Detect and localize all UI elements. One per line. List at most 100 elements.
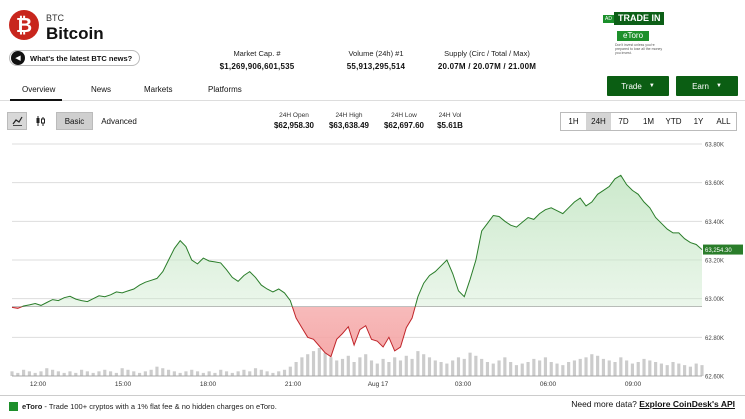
area-fill-up <box>21 175 702 307</box>
stat-value: 55,913,295,514 <box>346 62 406 71</box>
line-chart-button[interactable] <box>7 112 27 130</box>
volume-24h-stat: 24H Vol $5.61B <box>430 112 470 130</box>
earn-button[interactable]: Earn ▼ <box>676 76 738 96</box>
coin-ticker: BTC <box>46 13 64 23</box>
volume-bar <box>590 354 594 376</box>
volume-bar <box>271 372 275 376</box>
etoro-promo[interactable]: eToro - Trade 100+ cryptos with a 1% fla… <box>22 402 277 411</box>
volume-bar <box>79 369 84 376</box>
volume-bar <box>474 355 478 376</box>
volume-bar <box>369 360 374 376</box>
volume-bar <box>497 360 501 376</box>
volume-bar <box>654 362 658 376</box>
latest-news-label: What's the latest BTC news? <box>30 53 133 63</box>
volume-bar <box>520 363 524 376</box>
range-stat-label: 24H High <box>335 112 363 119</box>
volume-bar <box>230 372 234 376</box>
price-chart[interactable]: 63.80K 63.60K 63.40K 63.20K 63.00K 62.80K 62.6… <box>0 136 745 392</box>
ad-headline: TRADE IN <box>613 12 665 25</box>
volume-bar <box>416 351 420 376</box>
y-tick-label: 63.60K <box>705 181 724 187</box>
volume-bar <box>323 352 327 376</box>
volume-bar <box>480 358 484 376</box>
ad-fine-print: Don't invest unless you're prepared to l… <box>615 43 663 55</box>
volume-bar <box>358 357 362 376</box>
timeframe-7d[interactable]: 7D <box>618 117 629 126</box>
timeframe-24h[interactable]: 24H <box>586 113 611 130</box>
latest-news-button[interactable]: ◀ What's the latest BTC news? <box>9 50 141 66</box>
volume-bar <box>213 372 217 376</box>
advanced-mode-button[interactable]: Advanced <box>101 116 137 126</box>
volume-bar <box>427 357 432 376</box>
volume-bar <box>317 348 321 376</box>
candlestick-icon <box>36 116 45 126</box>
price-line-up <box>20 174 703 307</box>
volume-bar <box>74 372 78 376</box>
volume-bar <box>33 372 37 376</box>
active-tab-indicator <box>10 99 62 101</box>
volume-bar <box>526 362 530 376</box>
volume-bar <box>601 358 606 376</box>
volume-bar <box>561 365 565 376</box>
stat-value: 20.07M / 20.07M / 21.00M <box>437 62 537 71</box>
high-stat: 24H High $63,638.49 <box>323 112 375 130</box>
last-price-label: 63,254.30 <box>705 248 732 254</box>
volume-bar <box>451 360 455 376</box>
etoro-logo-icon <box>9 402 18 411</box>
volume-bar <box>120 368 124 376</box>
volume-bar <box>485 362 490 376</box>
range-stat-value: $62,958.30 <box>273 121 315 130</box>
etoro-ad-banner[interactable]: AD TRADE IN eToro Don't invest unless yo… <box>603 12 667 55</box>
x-tick-label: 03:00 <box>455 381 472 388</box>
line-chart-icon <box>12 116 23 126</box>
y-tick-label: 62.60K <box>705 375 724 381</box>
chevron-down-icon: ▼ <box>648 83 655 89</box>
volume-bar <box>161 368 165 376</box>
volume-bar <box>300 357 304 376</box>
explore-api-link[interactable]: Explore CoinDesk's API <box>639 399 735 409</box>
volume-bar <box>253 368 258 376</box>
volume-bar <box>648 360 652 376</box>
volume-bar <box>184 371 188 376</box>
tab-markets[interactable]: Markets <box>144 85 173 94</box>
x-tick-label: Aug 17 <box>368 381 389 388</box>
tab-platforms[interactable]: Platforms <box>208 85 242 94</box>
basic-mode-button[interactable]: Basic <box>56 112 93 130</box>
volume-bar <box>91 372 95 376</box>
timeframe-1h[interactable]: 1H <box>568 117 579 126</box>
volume-bar <box>236 371 240 376</box>
volume-bar <box>596 355 600 376</box>
volume-bar <box>509 362 513 376</box>
x-tick-label: 06:00 <box>540 381 557 388</box>
volume-bar <box>242 369 246 376</box>
volume-bar <box>445 363 449 376</box>
range-stat-value: $5.61B <box>437 121 463 130</box>
timeframe-1m[interactable]: 1M <box>642 117 655 126</box>
tab-overview[interactable]: Overview <box>22 85 56 94</box>
range-stat-label: 24H Low <box>391 112 417 119</box>
volume-bar <box>625 360 629 376</box>
supply-stat: Supply (Circ / Total / Max) 20.07M / 20.… <box>428 49 546 71</box>
last-price-marker <box>703 244 743 255</box>
timeframe-selector: 1H 24H 7D 1M YTD 1Y ALL <box>560 112 737 131</box>
timeframe-1y[interactable]: 1Y <box>693 117 704 126</box>
volume-bar <box>22 369 26 376</box>
timeframe-ytd[interactable]: YTD <box>665 117 682 126</box>
volume-bar <box>62 372 66 376</box>
timeframe-all[interactable]: ALL <box>716 117 731 126</box>
tab-news[interactable]: News <box>91 85 112 94</box>
volume-bar <box>514 365 519 376</box>
volume-bar <box>178 372 182 376</box>
volume-bar <box>607 360 611 376</box>
open-stat: 24H Open $62,958.30 <box>268 112 320 130</box>
volume-bar <box>393 357 397 376</box>
volume-bar <box>381 358 385 376</box>
volume-bar <box>578 358 582 376</box>
volume-bar <box>387 362 391 376</box>
candlestick-button[interactable] <box>30 112 50 130</box>
x-tick-label: 18:00 <box>200 381 217 388</box>
volume-bar <box>97 371 101 376</box>
volume-bar <box>68 371 72 376</box>
volume-bar <box>572 360 577 376</box>
trade-button[interactable]: Trade ▼ <box>607 76 669 96</box>
